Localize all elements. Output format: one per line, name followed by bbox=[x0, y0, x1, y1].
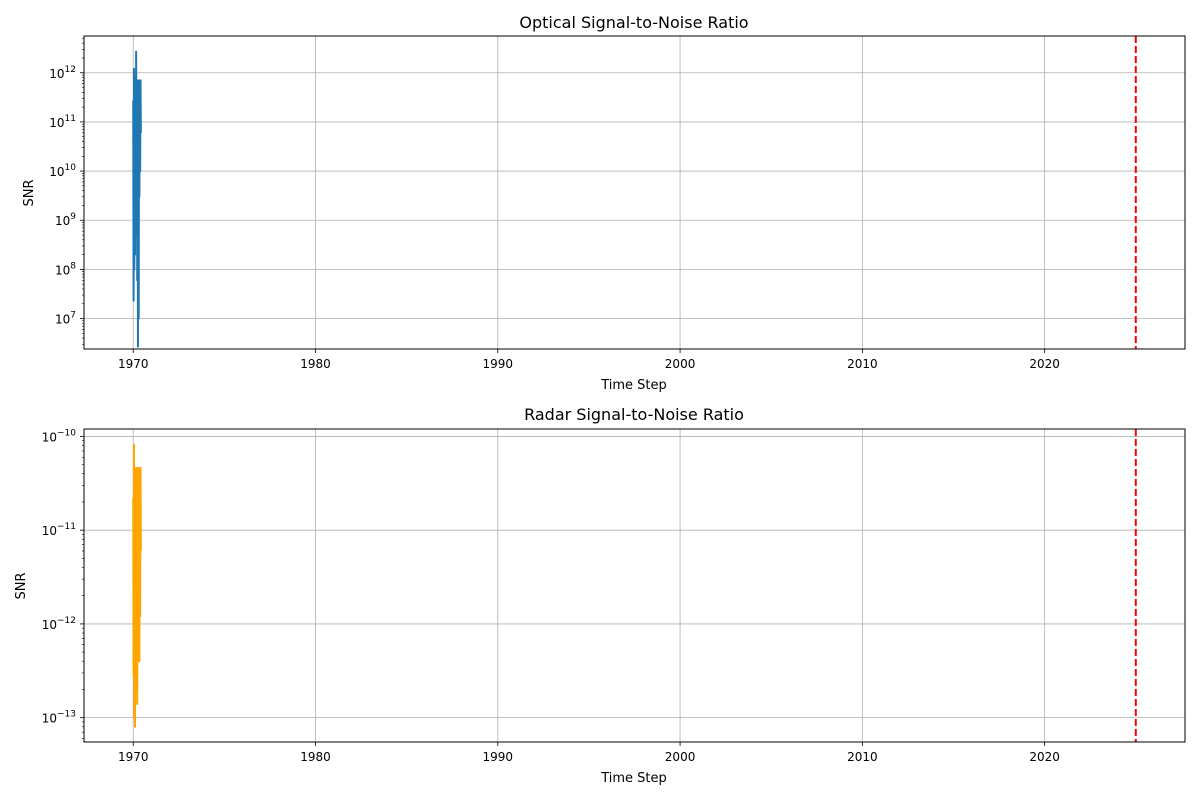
y-tick-label: 10−13 bbox=[42, 710, 76, 726]
x-tick-label: 1970 bbox=[118, 750, 149, 764]
optical-y-ticks: 107 108 109 1010 1011 1012 bbox=[49, 38, 84, 345]
x-tick-label: 2000 bbox=[665, 750, 696, 764]
optical-series bbox=[132, 50, 142, 348]
x-tick-label: 2010 bbox=[847, 750, 878, 764]
y-tick-label: 1010 bbox=[49, 163, 76, 179]
x-tick-label: 1970 bbox=[118, 357, 149, 371]
x-tick-label: 1990 bbox=[483, 750, 514, 764]
radar-ylabel: SNR bbox=[14, 572, 29, 599]
x-tick-label: 1990 bbox=[483, 357, 514, 371]
y-tick-label: 109 bbox=[55, 212, 76, 228]
y-tick-label: 1012 bbox=[49, 65, 76, 81]
radar-xlabel: Time Step bbox=[600, 771, 667, 786]
optical-x-ticks: 1970 1980 1990 2000 2010 2020 bbox=[118, 349, 1060, 371]
y-tick-label: 107 bbox=[55, 311, 76, 327]
radar-series bbox=[132, 443, 142, 728]
subplot-radar: Radar Signal-to-Noise Ratio Time Step SN… bbox=[14, 405, 1186, 786]
radar-title: Radar Signal-to-Noise Ratio bbox=[524, 405, 744, 424]
optical-ylabel: SNR bbox=[22, 179, 37, 206]
radar-x-ticks: 1970 1980 1990 2000 2010 2020 bbox=[118, 742, 1060, 764]
series-line bbox=[132, 443, 142, 728]
x-tick-label: 2010 bbox=[847, 357, 878, 371]
optical-grid bbox=[84, 36, 1185, 349]
optical-axes-frame bbox=[83, 35, 1186, 350]
y-tick-label: 108 bbox=[55, 261, 76, 277]
y-tick-label: 10−11 bbox=[42, 522, 76, 538]
radar-grid bbox=[84, 429, 1185, 742]
x-tick-label: 1980 bbox=[300, 750, 331, 764]
series-line bbox=[132, 50, 142, 348]
radar-y-ticks: 10−13 10−12 10−11 10−10 bbox=[42, 428, 84, 739]
optical-xlabel: Time Step bbox=[600, 378, 667, 393]
y-tick-label: 1011 bbox=[49, 114, 76, 130]
x-tick-label: 2020 bbox=[1029, 357, 1060, 371]
y-tick-label: 10−10 bbox=[42, 428, 77, 444]
x-tick-label: 2020 bbox=[1029, 750, 1060, 764]
subplot-optical: Optical Signal-to-Noise Ratio Time Step … bbox=[22, 13, 1186, 393]
x-tick-label: 1980 bbox=[300, 357, 331, 371]
optical-title: Optical Signal-to-Noise Ratio bbox=[519, 13, 748, 32]
radar-axes-frame bbox=[83, 428, 1186, 743]
y-tick-label: 10−12 bbox=[42, 616, 76, 632]
x-tick-label: 2000 bbox=[665, 357, 696, 371]
